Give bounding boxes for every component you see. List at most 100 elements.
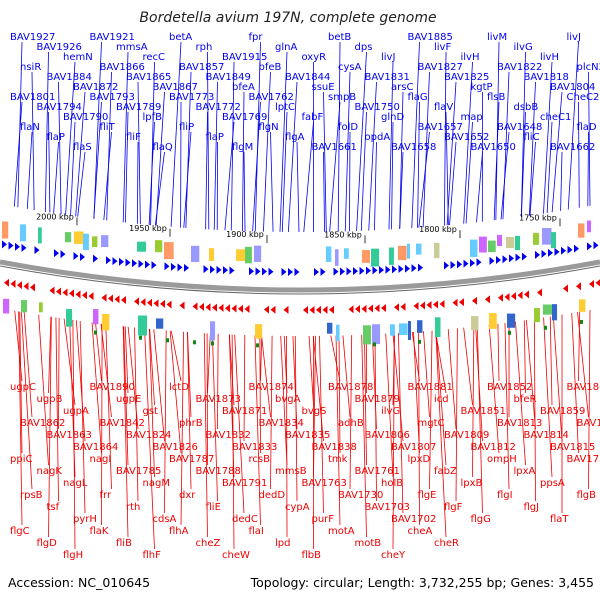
reverse-arrow — [589, 280, 594, 289]
forward-gene-label: arsC — [391, 82, 413, 93]
forward-gene-label: ilvH — [461, 52, 480, 63]
reverse-gene-line — [231, 334, 235, 550]
cog-block — [407, 243, 411, 259]
reverse-arrow — [225, 304, 230, 313]
forward-arrow — [554, 247, 560, 256]
reverse-gene-lines — [14, 309, 591, 550]
reverse-gene-label: ugpC — [10, 382, 36, 393]
reverse-gene-label: BAV1852 — [487, 382, 532, 393]
forward-gene-line — [207, 51, 210, 230]
cog-block — [543, 304, 553, 315]
reverse-gene-label: mmsB — [275, 466, 307, 477]
reverse-arrow — [134, 297, 139, 306]
reverse-gene-line — [385, 333, 394, 478]
reverse-gene-line — [254, 335, 261, 526]
reverse-gene-line — [526, 320, 536, 430]
forward-gene-label: BAV1867 — [153, 82, 198, 93]
forward-gene-line — [445, 111, 449, 226]
reverse-gene-labels: ugpCugpBugpABAV1890ugpEgstlctDBAV1873BAV… — [10, 382, 600, 561]
cog-block — [236, 249, 246, 261]
forward-gene-line — [399, 151, 404, 229]
reverse-gene-line — [144, 328, 155, 550]
forward-arrow — [249, 267, 254, 276]
forward-arrow — [138, 259, 144, 268]
forward-gene-label: flsB — [487, 92, 506, 103]
reverse-gene-line — [48, 316, 52, 394]
forward-gene-line — [500, 131, 510, 220]
reverse-gene-line — [72, 319, 76, 550]
reverse-gene-line — [100, 323, 112, 418]
forward-gene-label: cheC1 — [540, 112, 571, 123]
forward-gene-line — [391, 121, 394, 230]
reverse-gene-label: ompH — [487, 454, 517, 465]
forward-gene-label: flaS — [73, 142, 92, 153]
reverse-gene-line — [472, 326, 475, 478]
reverse-gene-label: BAV1761 — [355, 466, 400, 477]
reverse-arrow — [576, 282, 581, 291]
forward-gene-label: CheC2 — [567, 92, 600, 103]
reverse-arrow — [69, 289, 74, 298]
reverse-gene-line — [515, 321, 526, 466]
cog-block — [138, 315, 148, 336]
reverse-gene-line — [58, 317, 60, 430]
forward-gene-line — [70, 121, 76, 216]
reverse-arrow — [147, 298, 152, 307]
cog-block — [65, 232, 72, 243]
reverse-gene-label: BAV1809 — [444, 430, 489, 441]
reverse-arrow — [244, 305, 250, 314]
forward-gene-line — [148, 121, 155, 225]
forward-gene-line — [587, 131, 589, 207]
reverse-gene-label: nagL — [63, 478, 88, 489]
forward-gene-line — [521, 111, 526, 217]
reverse-gene-label: rpsB — [20, 490, 43, 501]
forward-gene-line — [48, 111, 51, 213]
cog-block — [389, 247, 394, 265]
forward-gene-line — [463, 61, 473, 224]
forward-arrow — [145, 260, 150, 269]
reverse-gene-line — [447, 329, 457, 430]
forward-gene-line — [344, 71, 351, 232]
reverse-gene-line — [543, 317, 553, 478]
forward-gene-label: lpfB — [143, 112, 163, 123]
cog-block — [470, 239, 478, 257]
reverse-gene-label: bfeR — [514, 394, 537, 405]
cog-block — [362, 250, 370, 263]
reverse-gene-label: BAV1806 — [365, 430, 410, 441]
forward-gene-label: BAV1927 — [10, 32, 55, 43]
forward-gene-label: flaV — [434, 102, 453, 113]
reverse-gene-line — [361, 334, 367, 538]
reverse-gene-label: dxr — [179, 490, 196, 501]
reverse-gene-label: cheA — [408, 526, 433, 537]
forward-arrow — [385, 265, 391, 274]
reverse-gene-label: flaT — [550, 514, 569, 525]
reverse-arrow — [316, 305, 321, 314]
forward-arrow — [535, 250, 540, 259]
reverse-gene-line — [577, 311, 589, 418]
reverse-gene-line — [170, 330, 182, 382]
reverse-gene-label: BAV1833 — [232, 442, 277, 453]
reverse-gene-label: BAV1878 — [328, 382, 373, 393]
reverse-arrow — [238, 304, 243, 313]
forward-gene-label: bfeB — [259, 62, 282, 73]
forward-arrow — [80, 252, 85, 261]
reverse-gene-line — [212, 333, 218, 502]
reverse-gene-label: BAV1863 — [47, 430, 92, 441]
reverse-gene-line — [330, 335, 341, 382]
reverse-arrow — [199, 302, 204, 311]
forward-arrow — [372, 266, 378, 275]
forward-gene-label: BAV1831 — [365, 72, 410, 83]
forward-gene-line — [53, 141, 59, 214]
cog-block — [515, 235, 521, 251]
forward-gene-label: mmsA — [116, 42, 148, 53]
cog-block — [434, 242, 440, 259]
reverse-gene-label: BAV1812 — [471, 442, 516, 453]
reverse-arrow — [426, 301, 432, 310]
reverse-gene-line — [180, 331, 185, 526]
reverse-gene-label: BAV1881 — [408, 382, 453, 393]
reverse-arrow — [101, 293, 107, 302]
reverse-arrow — [218, 303, 224, 312]
forward-gene-label: ilvG — [514, 42, 533, 53]
reverse-gene-label: cdsA — [153, 514, 177, 525]
forward-gene-label: fliT — [100, 122, 116, 133]
forward-gene-line — [476, 151, 483, 223]
